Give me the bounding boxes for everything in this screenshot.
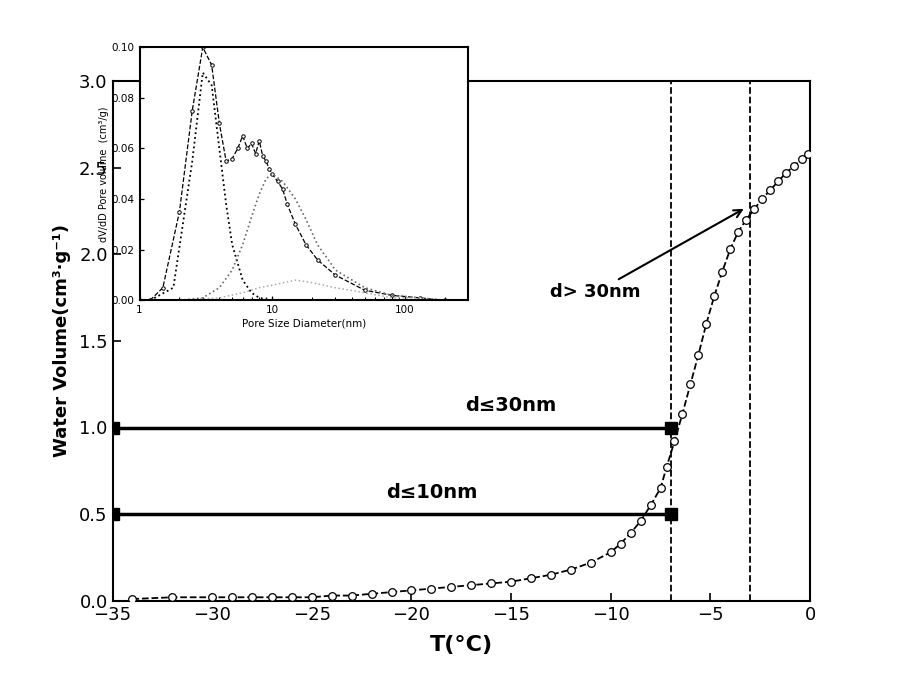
Y-axis label: Water Volume(cm³·g⁻¹): Water Volume(cm³·g⁻¹) xyxy=(52,224,70,458)
Text: d> 30nm: d> 30nm xyxy=(550,210,742,301)
Y-axis label: dV/dD Pore volume  (cm³/g): dV/dD Pore volume (cm³/g) xyxy=(99,106,109,242)
X-axis label: T(°C): T(°C) xyxy=(429,634,493,655)
Text: d≤30nm: d≤30nm xyxy=(465,396,557,415)
X-axis label: Pore Size Diameter(nm): Pore Size Diameter(nm) xyxy=(241,318,366,328)
Text: d≤10nm: d≤10nm xyxy=(386,483,477,502)
